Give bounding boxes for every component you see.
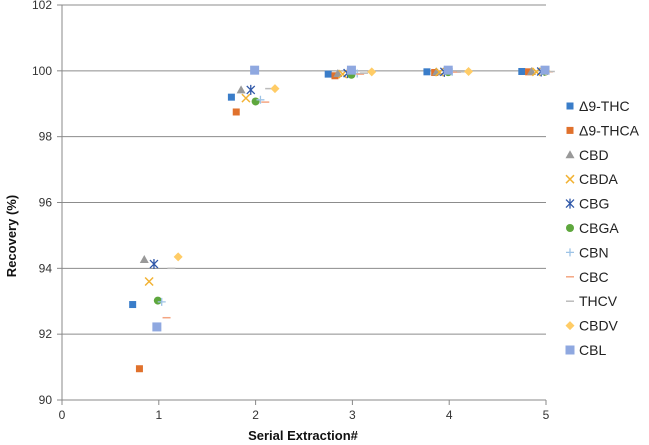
- legend-label: CBGA: [579, 220, 619, 236]
- legend-item: THCV: [566, 293, 618, 309]
- data-point: [251, 97, 260, 106]
- series-group: [162, 71, 553, 319]
- data-point: [443, 65, 453, 75]
- x-tick-label: 0: [59, 408, 66, 422]
- legend-label: THCV: [579, 293, 618, 309]
- legend-marker: [565, 321, 575, 331]
- legend: Δ9-THC Δ9-THCA CBD CBDA CBG CBGA CBN CBC THCV CBD…: [565, 98, 640, 358]
- legend-marker: [565, 345, 575, 355]
- legend-marker: [566, 224, 574, 232]
- legend-item: CBGA: [566, 220, 619, 236]
- data-point: [526, 66, 536, 75]
- x-axis-title: Serial Extraction#: [248, 428, 359, 443]
- legend-item: CBDV: [565, 318, 619, 334]
- data-point: [518, 67, 526, 75]
- series-group: [167, 70, 555, 270]
- data-point: [152, 322, 162, 332]
- data-point: [157, 297, 166, 306]
- data-point: [232, 108, 240, 116]
- legend-label: CBN: [579, 244, 609, 260]
- legend-marker: [565, 174, 575, 184]
- data-points: [129, 65, 555, 373]
- x-tick-label: 5: [543, 408, 550, 422]
- y-tick-label: 90: [39, 393, 53, 407]
- data-point: [525, 68, 533, 76]
- legend-item: CBN: [566, 244, 609, 260]
- legend-item: CBG: [565, 196, 609, 212]
- y-tick-labels: 90 92 94 96 98 100 102: [32, 0, 62, 407]
- data-point: [324, 70, 332, 78]
- data-point: [423, 68, 431, 76]
- legend-label: CBD: [579, 147, 609, 163]
- data-point: [236, 85, 246, 94]
- data-point: [173, 252, 183, 262]
- y-tick-label: 102: [32, 0, 52, 12]
- data-point: [153, 296, 162, 305]
- data-point: [129, 301, 137, 309]
- series-group: [135, 68, 533, 373]
- y-tick-label: 92: [39, 327, 53, 341]
- data-point: [135, 365, 143, 373]
- legend-marker: [566, 248, 574, 257]
- data-point: [256, 95, 265, 104]
- data-point: [333, 68, 343, 77]
- series-group: [152, 65, 550, 332]
- legend-item: CBD: [565, 147, 609, 163]
- legend-marker: [565, 150, 575, 159]
- data-point: [346, 65, 356, 75]
- x-tick-label: 1: [155, 408, 162, 422]
- x-tick-label: 3: [349, 408, 356, 422]
- data-point: [144, 276, 154, 287]
- y-tick-label: 100: [32, 64, 52, 78]
- legend-label: CBC: [579, 269, 609, 285]
- y-tick-label: 94: [39, 261, 53, 275]
- legend-label: CBL: [579, 342, 606, 358]
- y-tick-label: 98: [39, 130, 53, 144]
- data-point: [464, 66, 474, 76]
- y-axis-title: Recovery (%): [4, 195, 19, 277]
- legend-item: CBC: [566, 269, 609, 285]
- data-point: [149, 259, 159, 270]
- data-point: [367, 67, 377, 77]
- legend-label: CBDA: [579, 171, 619, 187]
- series-group: [149, 66, 546, 270]
- data-point: [139, 254, 149, 263]
- data-point: [540, 65, 550, 75]
- horizontal-gridlines: [62, 4, 546, 335]
- legend-marker: [566, 126, 574, 134]
- x-tick-labels: 0 1 2 3 4 5: [59, 400, 550, 422]
- legend-item: CBL: [565, 342, 606, 358]
- legend-label: CBDV: [579, 318, 619, 334]
- legend-item: Δ9-THCA: [566, 122, 640, 138]
- series-group: [153, 67, 550, 305]
- legend-marker: [565, 198, 575, 209]
- series-group: [129, 67, 526, 309]
- data-point: [270, 84, 280, 94]
- legend-label: Δ9-THC: [579, 98, 630, 114]
- legend-label: CBG: [579, 196, 609, 212]
- data-point: [250, 65, 260, 75]
- series-group: [157, 67, 550, 306]
- series-group: [139, 66, 536, 263]
- legend-item: Δ9-THC: [566, 98, 630, 114]
- legend-item: CBDA: [565, 171, 619, 187]
- series-group: [144, 67, 541, 287]
- data-point: [241, 93, 251, 103]
- data-point: [246, 84, 256, 95]
- x-tick-label: 4: [446, 408, 453, 422]
- legend-label: Δ9-THCA: [579, 122, 640, 138]
- legend-marker: [566, 102, 574, 110]
- x-tick-label: 2: [252, 408, 259, 422]
- data-point: [227, 93, 235, 101]
- y-tick-label: 96: [39, 196, 53, 210]
